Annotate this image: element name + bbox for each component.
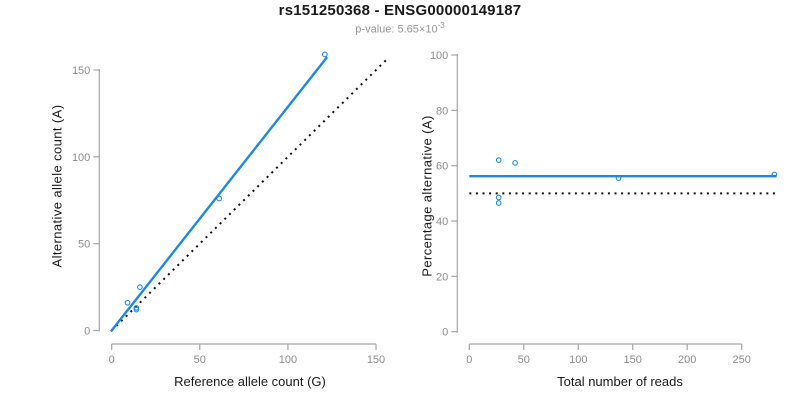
x-tick-label: 150 (624, 354, 642, 366)
p-value-subtitle: p-value: 5.65×10-3 (0, 21, 800, 36)
p-value-text: p-value: 5.65×10 (355, 23, 438, 36)
data-point (615, 175, 622, 181)
data-point (512, 160, 518, 166)
data-point (495, 157, 502, 163)
x-tick-label: 200 (678, 354, 696, 366)
y-tick-label: 60 (436, 161, 448, 173)
data-point (133, 306, 140, 313)
y-tick-label: 100 (430, 50, 448, 62)
data-point (133, 305, 140, 311)
data-point (124, 299, 131, 306)
plot-panel-counts: 0 50 100 150 0 50 100 150 (72, 51, 390, 366)
x-tick-label: 50 (518, 354, 530, 366)
x-tick-label: 100 (569, 354, 587, 366)
left-plot-x-axis-label: Reference allele count (G) (174, 374, 326, 389)
data-point (216, 195, 223, 202)
data-point (137, 284, 143, 290)
data-point (322, 51, 328, 58)
figure-title: rs151250368 - ENSG00000149187 (278, 2, 522, 19)
data-point (771, 171, 778, 178)
right-plot-x-axis-label: Total number of reads (557, 374, 683, 389)
y-tick-label: 100 (72, 152, 90, 164)
x-tick-label: 50 (194, 354, 206, 366)
y-tick-label: 40 (436, 216, 448, 228)
x-tick-label: 250 (733, 354, 751, 366)
p-value-exponent: -3 (437, 21, 445, 30)
y-tick-label: 50 (78, 239, 90, 251)
y-tick-label: 150 (72, 65, 90, 77)
left-plot-y-axis-label: Alternative allele count (A) (49, 104, 65, 268)
data-point (495, 200, 502, 206)
x-tick-label: 0 (109, 354, 115, 366)
plot-panel-percentage: 0 20 40 60 80 100 0 50 100 150 200 250 (430, 50, 778, 366)
y-tick-label: 0 (442, 327, 448, 339)
right-plot-y-axis-label: Percentage alternative (A) (419, 115, 435, 277)
y-tick-label: 20 (436, 271, 448, 283)
x-tick-label: 100 (279, 354, 297, 366)
x-tick-label: 0 (466, 354, 472, 366)
fit-line (109, 56, 329, 333)
y-tick-label: 80 (436, 105, 448, 117)
y-tick-label: 0 (84, 326, 90, 338)
x-tick-label: 150 (367, 354, 385, 366)
identity-line (110, 57, 390, 332)
data-point (495, 194, 502, 201)
